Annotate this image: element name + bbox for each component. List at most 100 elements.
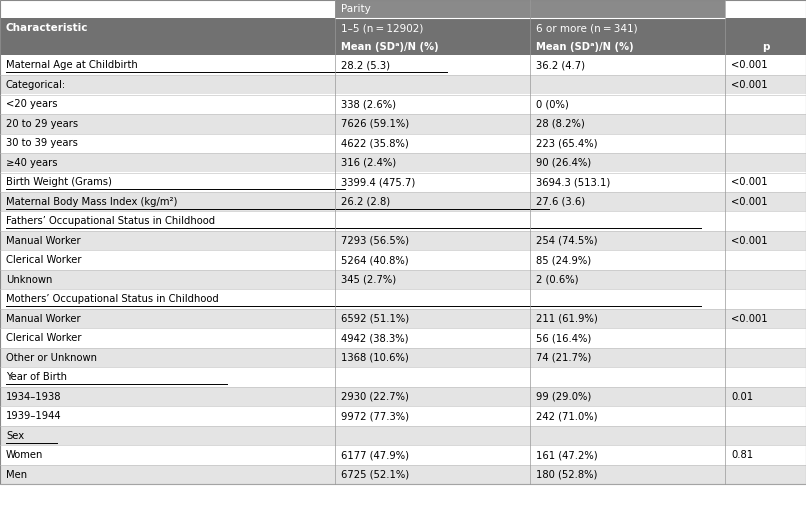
Text: 3694.3 (513.1): 3694.3 (513.1) [536,177,610,187]
Bar [0,56,335,75]
Bar [0,289,335,309]
Text: 345 (2.7%): 345 (2.7%) [341,274,396,285]
Text: Mean (SDᵃ)/N (%): Mean (SDᵃ)/N (%) [341,42,438,52]
Bar [0,406,335,426]
Bar [725,445,806,465]
Bar [335,329,530,348]
Text: 6177 (47.9%): 6177 (47.9%) [341,450,409,460]
Bar [530,192,725,212]
Bar [530,289,725,309]
Text: <0.001: <0.001 [731,197,767,207]
Bar [725,289,806,309]
Bar [725,270,806,289]
Bar [0,270,335,289]
Bar [725,309,806,329]
Bar [335,94,530,114]
Bar [0,153,335,173]
Bar [335,445,530,465]
Text: 36.2 (4.7): 36.2 (4.7) [536,60,585,70]
Bar [335,426,530,445]
Text: 1939–1944: 1939–1944 [6,411,61,421]
Text: Clerical Worker: Clerical Worker [6,255,81,265]
Text: Maternal Age at Childbirth: Maternal Age at Childbirth [6,60,138,70]
Text: 0.01: 0.01 [731,392,753,402]
Text: Categorical:: Categorical: [6,80,66,90]
Bar [530,153,725,173]
Bar [335,114,530,133]
Bar [0,94,335,114]
Bar [725,231,806,250]
Bar [725,426,806,445]
Text: 56 (16.4%): 56 (16.4%) [536,333,592,344]
Bar [0,231,335,250]
Bar [335,250,530,270]
Text: 1368 (10.6%): 1368 (10.6%) [341,353,409,363]
Bar [530,231,725,250]
Bar [335,75,530,94]
Text: <20 years: <20 years [6,99,57,109]
Text: Mothers’ Occupational Status in Childhood: Mothers’ Occupational Status in Childhoo… [6,294,218,304]
Text: 9972 (77.3%): 9972 (77.3%) [341,411,409,421]
Bar [335,173,530,192]
Text: 30 to 39 years: 30 to 39 years [6,138,78,148]
Bar [725,465,806,485]
Bar [725,250,806,270]
Bar [0,445,335,465]
Text: <0.001: <0.001 [731,177,767,187]
Bar [725,19,806,38]
Text: Clerical Worker: Clerical Worker [6,333,81,344]
Text: 180 (52.8%): 180 (52.8%) [536,470,597,480]
Text: <0.001: <0.001 [731,236,767,246]
Bar [530,94,725,114]
Text: 316 (2.4%): 316 (2.4%) [341,158,396,168]
Text: 74 (21.7%): 74 (21.7%) [536,353,592,363]
Text: 0 (0%): 0 (0%) [536,99,569,109]
Text: 0.81: 0.81 [731,450,753,460]
Bar [530,309,725,329]
Text: 28.2 (5.3): 28.2 (5.3) [341,60,390,70]
Bar [725,387,806,406]
Bar [530,329,725,348]
Text: Mean (SDᵃ)/N (%): Mean (SDᵃ)/N (%) [536,42,634,52]
Text: 99 (29.0%): 99 (29.0%) [536,392,592,402]
Bar [0,329,335,348]
Text: Men: Men [6,470,27,480]
Text: 20 to 29 years: 20 to 29 years [6,119,78,129]
Bar [530,348,725,368]
Text: 85 (24.9%): 85 (24.9%) [536,255,591,265]
Text: 28 (8.2%): 28 (8.2%) [536,119,584,129]
Bar [335,368,530,387]
Bar [0,426,335,445]
Text: Characteristic: Characteristic [6,23,89,33]
Bar [0,133,335,153]
Text: Unknown: Unknown [6,274,52,285]
Text: 7293 (56.5%): 7293 (56.5%) [341,236,409,246]
Bar [335,192,530,212]
Bar [335,387,530,406]
Text: 2930 (22.7%): 2930 (22.7%) [341,392,409,402]
Bar [530,368,725,387]
Text: Other or Unknown: Other or Unknown [6,353,97,363]
Text: 242 (71.0%): 242 (71.0%) [536,411,597,421]
Text: 3399.4 (475.7): 3399.4 (475.7) [341,177,415,187]
Bar [530,270,725,289]
Text: Manual Worker: Manual Worker [6,314,81,324]
Bar [725,368,806,387]
Bar [530,19,725,38]
Bar [0,348,335,368]
Bar [0,75,335,94]
Bar [725,133,806,153]
Bar [0,212,335,231]
Bar [335,348,530,368]
Bar [335,38,530,56]
Text: 211 (61.9%): 211 (61.9%) [536,314,598,324]
Bar [0,250,335,270]
Bar [0,465,335,485]
Bar [530,250,725,270]
Bar [530,406,725,426]
Text: 1934–1938: 1934–1938 [6,392,61,402]
Text: 27.6 (3.6): 27.6 (3.6) [536,197,585,207]
Bar [530,212,725,231]
Bar [725,406,806,426]
Bar [335,212,530,231]
